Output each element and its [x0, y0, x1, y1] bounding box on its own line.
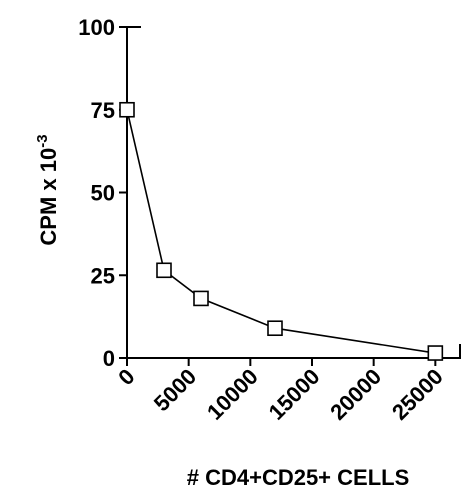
data-point	[156, 262, 172, 279]
y-tick-label: 50	[91, 181, 115, 206]
y-tick-label: 100	[78, 15, 115, 40]
y-axis-ticks: 0 25 50 75 100	[78, 15, 127, 371]
y-tick-label: 0	[103, 346, 115, 371]
x-axis-ticks: 0 5000 10000 15000 20000 25000	[113, 358, 448, 425]
x-tick-label: 10000	[202, 364, 263, 425]
y-tick-label: 75	[91, 98, 115, 123]
y-axis-title-main: CPM x 10	[36, 148, 61, 246]
y-axis-title-exponent: -3	[34, 134, 51, 147]
y-axis-title: CPM x 10-3	[34, 134, 61, 245]
data-markers	[119, 101, 444, 361]
y-tick-label: 25	[91, 263, 115, 288]
x-tick-label: 0	[113, 364, 139, 390]
axis-frame	[126, 26, 461, 359]
data-point	[267, 320, 283, 337]
x-axis-title: # CD4+CD25+ CELLS	[187, 465, 410, 490]
x-tick-label: 25000	[387, 364, 448, 425]
x-tick-label: 15000	[264, 364, 325, 425]
x-tick-label: 20000	[325, 364, 386, 425]
data-point	[193, 290, 209, 307]
x-tick-label: 5000	[149, 364, 201, 416]
series-line	[126, 109, 436, 354]
data-point	[427, 345, 444, 361]
data-point	[119, 101, 135, 118]
